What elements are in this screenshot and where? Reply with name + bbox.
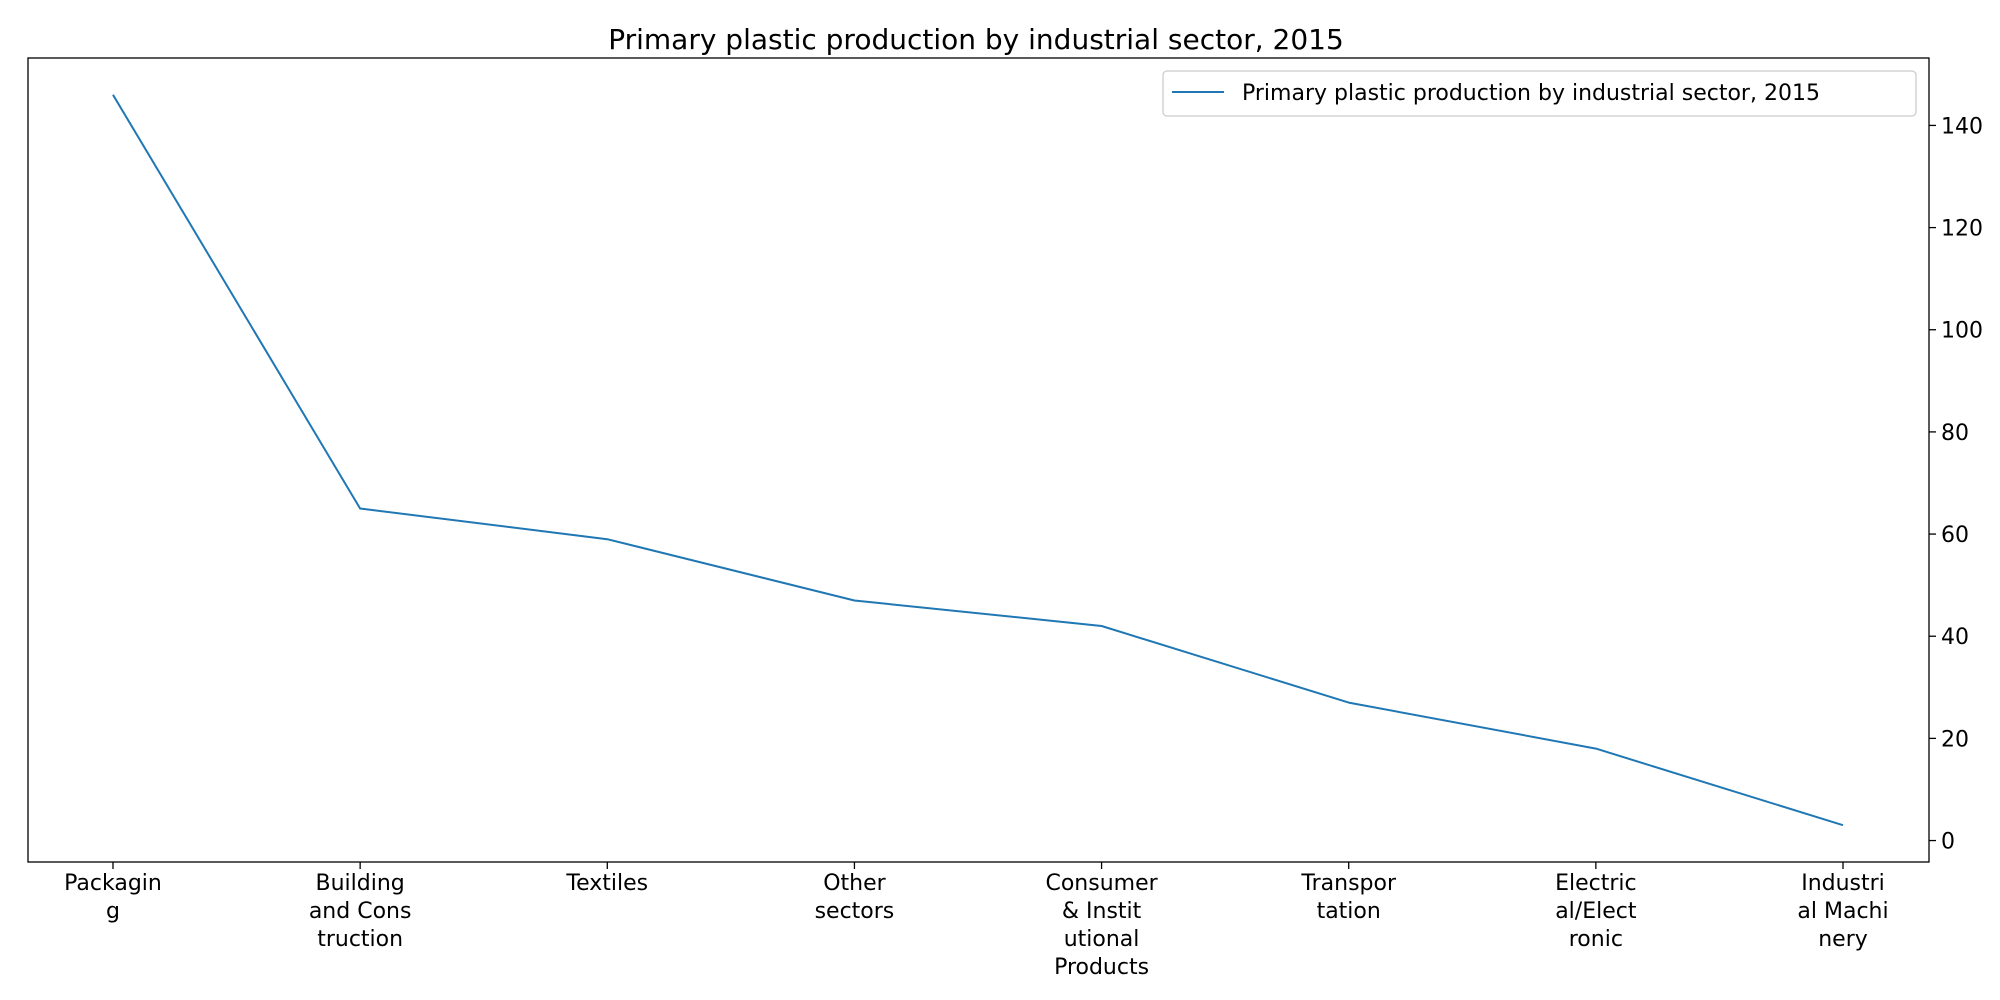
x-tick-label: Transpor tation (1300, 871, 1397, 924)
y-tick-label: 60 (1941, 523, 1969, 548)
x-tick-label: Industri al Machi nery (1797, 871, 1888, 952)
chart-title: Primary plastic production by industrial… (608, 23, 1344, 56)
y-tick-label: 80 (1941, 421, 1969, 446)
y-tick-label: 20 (1941, 727, 1969, 752)
x-tick-label: Textiles (565, 871, 648, 896)
legend: Primary plastic production by industrial… (1162, 70, 1917, 117)
y-tick-label: 40 (1941, 625, 1969, 650)
legend-label: Primary plastic production by industrial… (1242, 81, 1820, 106)
legend-box (1162, 70, 1917, 117)
plot-area (27, 57, 1930, 863)
series-line (112, 94, 1844, 827)
x-tick-label: Packagin g (64, 871, 162, 924)
y-axis: 0 20 40 60 80 100 120 140 (1929, 114, 1983, 855)
y-tick-label: 0 (1941, 830, 1955, 855)
x-tick-label: Consumer & Instit utional Products (1045, 871, 1158, 980)
series-layer (112, 94, 1844, 827)
x-axis: Packagin g Building and Cons truction Textile… (64, 862, 1889, 980)
y-tick-label: 100 (1941, 319, 1983, 344)
x-tick-label: Building and Cons truction (309, 871, 412, 952)
y-tick-label: 140 (1941, 114, 1983, 139)
x-tick-label: Electric al/Elect ronic (1555, 871, 1637, 952)
y-tick-label: 120 (1941, 217, 1983, 242)
x-tick-label: Other sectors (815, 871, 895, 924)
